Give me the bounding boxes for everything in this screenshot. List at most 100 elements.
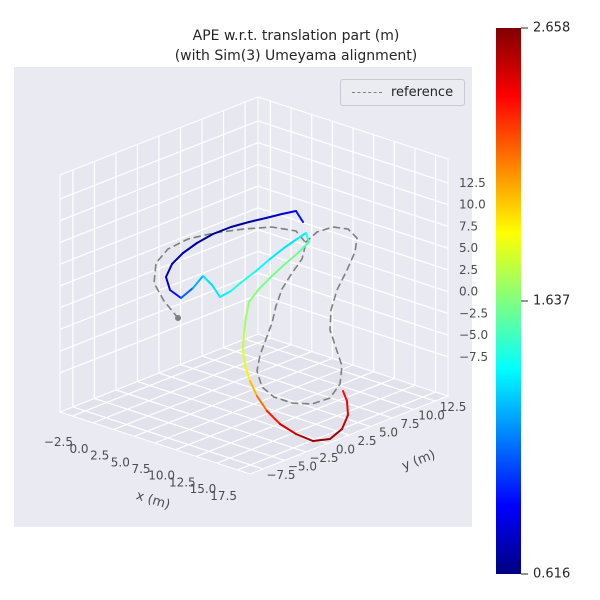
z-tick-label: −2.5: [459, 306, 488, 320]
colorbar-label-max: 2.658: [533, 20, 571, 36]
estimate-trajectory-segment: [202, 275, 213, 286]
grid-line: [59, 229, 259, 309]
colorbar-tick-max: [521, 27, 528, 29]
estimate-trajectory-segment: [196, 233, 214, 244]
x-tick-label: 2.5: [90, 449, 109, 463]
estimate-trajectory-segment: [180, 287, 194, 299]
estimate-trajectory-segment: [212, 226, 232, 235]
grid-line: [59, 207, 259, 287]
estimate-trajectory-segment: [245, 301, 250, 318]
grid-line: [223, 346, 414, 411]
y-tick-label: −2.5: [309, 451, 338, 465]
estimate-trajectory-segment: [249, 380, 258, 397]
estimate-trajectory-segment: [230, 221, 250, 228]
estimate-trajectory-segment: [248, 288, 260, 303]
colorbar-tick-min-row: 0.616: [521, 567, 570, 582]
estimate-trajectory-segment: [265, 213, 283, 219]
grid-line: [59, 272, 259, 352]
grid-line: [257, 163, 449, 227]
z-tick-label: 5.0: [459, 241, 478, 255]
z-tick-label: 2.5: [459, 263, 478, 277]
z-tick-label: −5.0: [459, 328, 488, 342]
estimate-trajectory-segment: [192, 275, 204, 289]
colorbar-tick-min: [521, 573, 528, 575]
y-tick-label: 2.5: [357, 434, 376, 448]
estimate-trajectory-segment: [165, 263, 173, 278]
z-tick-label: 7.5: [459, 219, 478, 233]
estimate-trajectory-segment: [242, 270, 257, 282]
grid-line: [257, 185, 449, 249]
legend: reference: [340, 79, 466, 106]
grid-line: [257, 207, 449, 271]
grid-line: [59, 294, 259, 374]
estimate-trajectory-segment: [165, 276, 171, 291]
grid-line: [244, 338, 436, 402]
grid-line: [158, 372, 350, 436]
colorbar-label-mid: 1.637: [533, 293, 571, 309]
estimate-trajectory-segment: [346, 400, 349, 416]
grid-line: [115, 389, 307, 453]
estimate-trajectory-segment: [182, 242, 198, 254]
estimate-trajectory-segment: [312, 438, 331, 442]
estimate-trajectory-segment: [281, 210, 297, 215]
estimate-trajectory-segment: [243, 316, 247, 334]
grid-line: [94, 397, 285, 462]
estimate-trajectory-segment: [283, 238, 298, 249]
estimate-trajectory-segment: [295, 210, 304, 223]
estimate-trajectory-segment: [219, 290, 232, 298]
estimate-trajectory-segment: [295, 433, 314, 442]
grid-line: [257, 229, 449, 293]
estimate-trajectory-segment: [230, 280, 244, 292]
grid-line: [257, 120, 449, 184]
estimate-trajectory-segment: [242, 332, 245, 350]
grid-line: [72, 406, 264, 470]
x-tick-label: 15.0: [190, 482, 217, 496]
estimate-trajectory-segment: [271, 263, 286, 277]
z-tick-label: 12.5: [459, 176, 486, 190]
estimate-trajectory-segment: [284, 252, 299, 265]
reference-trajectory: [153, 226, 358, 405]
y-tick-label: 5.0: [379, 426, 398, 440]
x-tick-label: 12.5: [169, 475, 196, 489]
estimate-trajectory-segment: [169, 289, 182, 299]
x-tick-label: 10.0: [148, 469, 175, 483]
estimate-trajectory-segment: [171, 252, 184, 265]
estimate-trajectory-segment: [255, 258, 271, 272]
grid-line: [59, 185, 259, 265]
grid-line: [59, 142, 259, 222]
estimate-trajectory-segment: [256, 395, 268, 412]
x-tick-label: 17.5: [210, 489, 237, 503]
y-tick-label: 7.5: [400, 417, 419, 431]
chart-title-line2: (with Sim(3) Umeyama alignment): [174, 48, 418, 65]
grid-line: [257, 142, 449, 206]
y-tick-label: 12.5: [440, 400, 467, 414]
estimate-trajectory-segment: [329, 428, 343, 440]
grid-line: [59, 163, 259, 243]
grid-line: [257, 272, 449, 336]
estimate-trajectory-segment: [211, 284, 221, 298]
x-tick-label: 5.0: [111, 455, 130, 469]
reference-dashed-line-sample: [352, 92, 382, 93]
estimate-trajectory-segment: [248, 217, 267, 223]
chart-title-line1: APE w.r.t. translation part (m): [192, 28, 400, 44]
grid-line: [180, 363, 371, 428]
chart-title: APE w.r.t. translation part (m) (with Si…: [56, 26, 536, 67]
z-tick-label: 10.0: [459, 198, 486, 212]
grid-line: [257, 294, 449, 358]
estimate-trajectory-segment: [279, 423, 297, 435]
y-tick-label: −5.0: [288, 459, 317, 473]
x-tick-label: −2.5: [44, 435, 73, 449]
x-tick-label: 0.0: [69, 442, 88, 456]
estimate-trajectory-segment: [296, 232, 307, 240]
grid-line: [201, 355, 393, 419]
y-tick-label: 0.0: [336, 442, 355, 456]
estimate-trajectory-segment: [258, 275, 273, 290]
estimate-trajectory-segment: [341, 414, 349, 430]
colorbar-tick-mid: [521, 300, 528, 302]
estimate-trajectory-segment: [242, 348, 246, 366]
estimate-trajectory-segment: [266, 410, 281, 425]
colorbar-tick-mid-row: 1.637: [521, 294, 570, 309]
y-tick-label: 10.0: [418, 409, 445, 423]
estimate-trajectory-segment: [342, 390, 348, 402]
